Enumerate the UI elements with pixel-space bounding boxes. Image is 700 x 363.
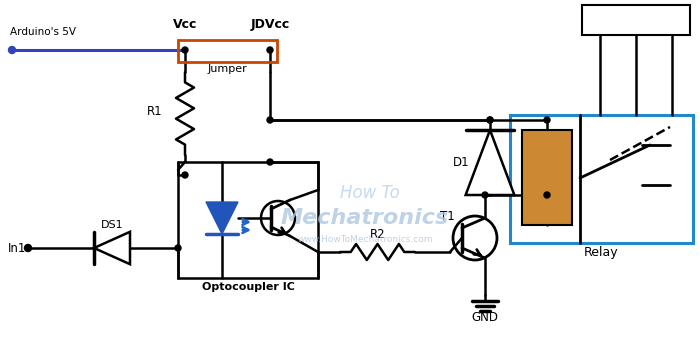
Bar [178,40,277,62]
Text: www.HowToMechatronics.com: www.HowToMechatronics.com [298,236,433,245]
Circle shape [8,46,15,53]
Bar [522,130,572,225]
Polygon shape [94,232,130,264]
Text: NO COM NC: NO COM NC [602,15,670,25]
Polygon shape [206,202,238,234]
Circle shape [261,201,295,235]
Circle shape [267,117,273,123]
Circle shape [482,192,488,198]
Circle shape [182,172,188,178]
Text: DS1: DS1 [101,220,123,230]
Circle shape [267,47,273,53]
Circle shape [487,117,493,123]
Bar [510,115,693,243]
Text: R2: R2 [370,228,385,241]
Text: Vcc: Vcc [173,18,197,31]
Text: Arduino's 5V: Arduino's 5V [10,27,76,37]
Circle shape [182,47,188,53]
Text: GND: GND [472,311,498,324]
Text: JDVcc: JDVcc [251,18,290,31]
Text: How To: How To [340,184,400,202]
Polygon shape [466,130,514,195]
Circle shape [544,192,550,198]
Text: Mechatronics: Mechatronics [281,208,449,228]
Text: Relay: Relay [584,246,619,259]
Text: T1: T1 [440,210,454,223]
Circle shape [25,245,32,252]
Text: R1: R1 [148,105,163,118]
Bar [178,162,318,278]
Circle shape [453,216,497,260]
Bar [582,5,690,35]
Circle shape [175,245,181,251]
Circle shape [544,117,550,123]
Circle shape [267,159,273,165]
Text: In1: In1 [8,241,27,254]
Text: D1: D1 [454,156,470,169]
Circle shape [487,117,493,123]
Text: Jumper: Jumper [208,64,247,74]
Text: Optocoupler IC: Optocoupler IC [202,282,295,292]
